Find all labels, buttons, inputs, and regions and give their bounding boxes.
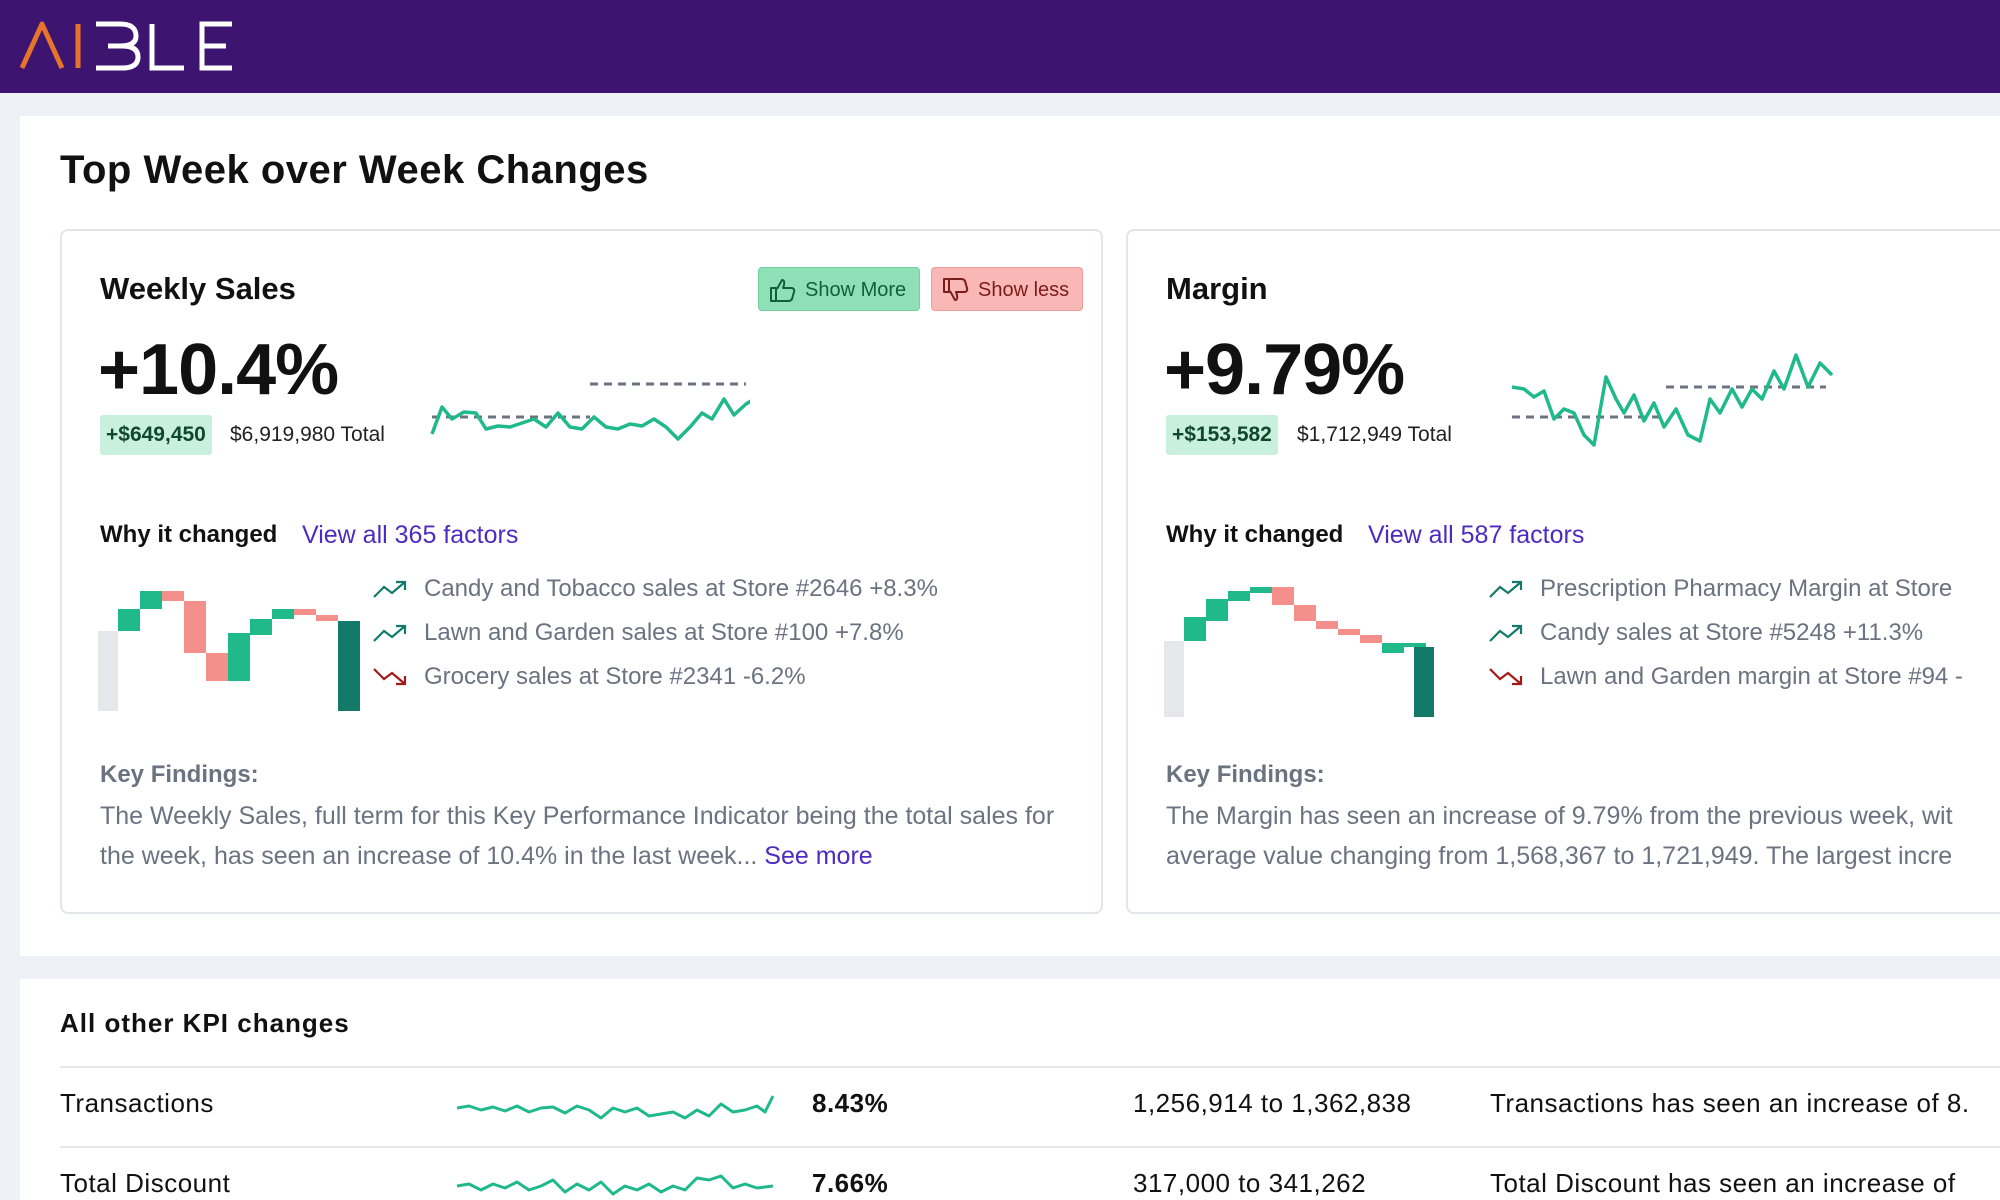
thumbs-up-icon: [770, 279, 796, 302]
show-less-button[interactable]: Show less: [931, 267, 1083, 311]
kpi-row-summary: Total Discount has seen an increase of: [1490, 1168, 1956, 1198]
kpi-delta-badge: +$153,582: [1166, 415, 1278, 455]
thumbs-down-icon: [943, 278, 969, 301]
trend-up-icon: [1489, 624, 1523, 642]
key-findings-label: Key Findings:: [1166, 761, 1325, 788]
aible-logo[interactable]: [20, 18, 240, 74]
kpi-percent-change: +9.79%: [1164, 330, 1405, 410]
other-kpis-panel: [20, 979, 2000, 1200]
show-more-button[interactable]: Show More: [758, 267, 920, 311]
view-all-factors-link[interactable]: View all 587 factors: [1368, 521, 1585, 549]
kpi-title: Weekly Sales: [100, 271, 296, 306]
margin-sparkline: [1511, 353, 1834, 447]
kpi-row-percent: 7.66%: [812, 1168, 889, 1198]
margin-waterfall-chart: [1164, 587, 1434, 717]
kpi-title: Margin: [1166, 271, 1268, 306]
total-discount-sparkline: [456, 1174, 774, 1196]
kpi-row-name[interactable]: Total Discount: [60, 1168, 231, 1198]
kpi-card-margin[interactable]: Margin +9.79% +$153,582 $1,712,949 Total…: [1126, 229, 2000, 914]
factor-text: Grocery sales at Store #2341 -6.2%: [424, 663, 806, 690]
kpi-card-weekly-sales[interactable]: Weekly Sales Show More Show less +10.4% …: [60, 229, 1103, 914]
transactions-sparkline: [456, 1095, 775, 1120]
factor-text: Candy and Tobacco sales at Store #2646 +…: [424, 575, 938, 602]
trend-down-icon: [1489, 668, 1523, 686]
trend-up-icon: [373, 624, 407, 642]
section-title: Top Week over Week Changes: [60, 148, 649, 192]
why-it-changed-label: Why it changed: [100, 521, 278, 548]
weekly-sales-sparkline: [430, 382, 750, 441]
other-kpis-title: All other KPI changes: [60, 1008, 350, 1038]
top-nav-bar: [0, 0, 2000, 93]
factor-text: Candy sales at Store #5248 +11.3%: [1540, 619, 1924, 646]
factor-text: Prescription Pharmacy Margin at Store: [1540, 575, 1953, 602]
kpi-total: $1,712,949 Total: [1297, 423, 1452, 446]
kpi-row-range: 1,256,914 to 1,362,838: [1133, 1088, 1412, 1118]
show-less-label: Show less: [978, 279, 1070, 301]
key-findings-line: average value changing from 1,568,367 to…: [1166, 842, 1953, 870]
kpi-row-percent: 8.43%: [812, 1088, 889, 1118]
trend-up-icon: [373, 580, 407, 598]
factor-text: Lawn and Garden sales at Store #100 +7.8…: [424, 619, 904, 646]
trend-down-icon: [373, 668, 407, 686]
key-findings-text: The Weekly Sales, full term for this Key…: [100, 796, 1060, 876]
key-findings-text: The Margin has seen an increase of 9.79%…: [1166, 796, 2000, 876]
show-more-label: Show More: [805, 279, 907, 301]
row-divider: [60, 1066, 2000, 1068]
kpi-row-name[interactable]: Transactions: [60, 1088, 214, 1118]
trend-up-icon: [1489, 580, 1523, 598]
kpi-percent-change: +10.4%: [98, 330, 339, 410]
key-findings-label: Key Findings:: [100, 761, 259, 788]
kpi-total: $6,919,980 Total: [230, 423, 385, 446]
key-findings-line: The Margin has seen an increase of 9.79%…: [1166, 802, 1953, 830]
kpi-row-summary: Transactions has seen an increase of 8.: [1490, 1088, 1970, 1118]
key-findings-body: The Weekly Sales, full term for this Key…: [100, 802, 1055, 870]
weekly-sales-waterfall-chart: [98, 591, 360, 711]
why-it-changed-label: Why it changed: [1166, 521, 1344, 548]
kpi-row-range: 317,000 to 341,262: [1133, 1168, 1367, 1198]
row-divider: [60, 1146, 2000, 1148]
kpi-delta-badge: +$649,450: [100, 415, 212, 455]
see-more-link[interactable]: See more: [764, 842, 873, 870]
view-all-factors-link[interactable]: View all 365 factors: [302, 521, 519, 549]
factor-text: Lawn and Garden margin at Store #94 -: [1540, 663, 1963, 690]
